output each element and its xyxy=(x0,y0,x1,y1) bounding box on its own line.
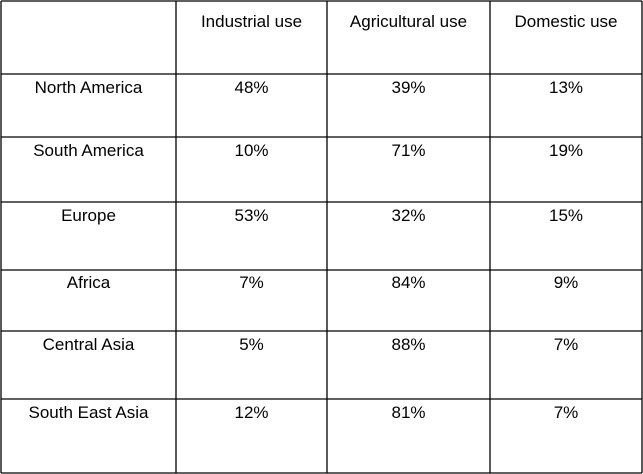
column-header-1: Industrial use xyxy=(200,12,303,31)
table-cell: 19% xyxy=(548,141,584,160)
table-cell: 39% xyxy=(391,78,426,97)
row-label: Africa xyxy=(66,273,111,292)
row-label: Europe xyxy=(61,206,116,225)
table-cell: 84% xyxy=(391,273,426,292)
row-label: North America xyxy=(34,78,143,97)
table-cell: 88% xyxy=(391,335,426,354)
table-cell: 9% xyxy=(553,273,579,292)
table-cell: 7% xyxy=(553,335,579,354)
table-cell: 7% xyxy=(239,273,264,292)
table-cell: 15% xyxy=(548,206,584,225)
table-cell: 32% xyxy=(391,206,426,225)
column-header-2: Agricultural use xyxy=(349,12,468,31)
table-cell: 71% xyxy=(391,141,426,160)
table-cell: 7% xyxy=(553,403,579,422)
row-label: Central Asia xyxy=(42,335,135,354)
table-cell: 12% xyxy=(234,403,269,422)
table-cell: 81% xyxy=(391,403,426,422)
row-label: South America xyxy=(33,141,144,160)
table-cell: 10% xyxy=(234,141,269,160)
table-cell: 53% xyxy=(234,206,269,225)
table-cell: 13% xyxy=(548,78,584,97)
row-label: South East Asia xyxy=(28,403,149,422)
table-cell: 5% xyxy=(239,335,264,354)
column-header-3: Domestic use xyxy=(514,12,618,31)
table-cell: 48% xyxy=(234,78,269,97)
